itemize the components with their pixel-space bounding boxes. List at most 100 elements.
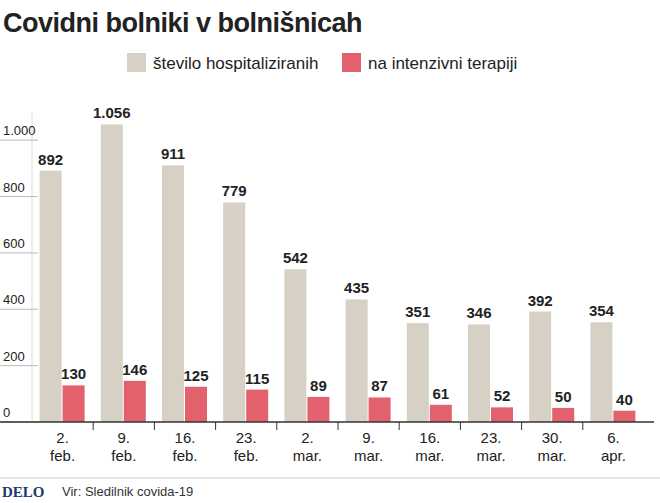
data-label: 61 [432, 385, 449, 402]
x-tick [93, 422, 94, 430]
x-tick-label: 2.feb. [50, 429, 75, 464]
x-tick-label: 23.mar. [476, 429, 505, 464]
x-tick [276, 422, 277, 430]
data-label: 1.056 [93, 104, 131, 121]
bar [307, 397, 329, 422]
legend-label: število hospitaliziranih [153, 54, 318, 73]
x-tick-label: 9.feb. [111, 429, 136, 464]
x-tick [154, 422, 155, 430]
data-label: 542 [283, 249, 308, 266]
bar [101, 124, 123, 422]
x-tick-label-line: feb. [172, 447, 197, 464]
x-tick-label-line: mar. [354, 447, 383, 464]
y-tick [0, 365, 38, 366]
data-label: 392 [528, 292, 553, 309]
bar [284, 269, 306, 422]
title: Covidni bolniki v bolnišnicah [3, 8, 362, 38]
bar [491, 407, 513, 422]
data-label: 146 [122, 361, 147, 378]
bar [407, 323, 429, 422]
bars [40, 124, 636, 422]
x-tick [460, 422, 461, 430]
data-label: 89 [310, 377, 327, 394]
x-tick-label-line: 9. [118, 429, 131, 446]
x-tick-label-line: 6. [607, 429, 620, 446]
x-tick-label-line: 30. [542, 429, 563, 446]
x-tick [338, 422, 339, 430]
x-tick [399, 422, 400, 430]
data-label: 351 [405, 303, 430, 320]
source: Vir: Sledilnik covida-19 [62, 484, 193, 499]
x-tick-label-line: 23. [236, 429, 257, 446]
data-label: 87 [371, 377, 388, 394]
bar [529, 312, 551, 422]
x-tick-label: 16.mar. [415, 429, 444, 464]
x-tick-label-line: feb. [234, 447, 259, 464]
y-tick-label: 1.000 [3, 123, 36, 138]
legend-swatch [127, 53, 146, 72]
y-tick-label: 800 [3, 180, 25, 195]
x-tick-label-line: 16. [419, 429, 440, 446]
x-tick-label-line: mar. [538, 447, 567, 464]
x-tick-label: 16.feb. [172, 429, 197, 464]
data-label: 346 [466, 304, 491, 321]
y-tick-label: 200 [3, 349, 25, 364]
baseline [0, 421, 654, 423]
data-label: 779 [222, 182, 247, 199]
bar [40, 171, 62, 422]
legend-label: na intenzivni terapiji [368, 54, 517, 73]
x-tick-label-line: mar. [293, 447, 322, 464]
data-label: 40 [616, 391, 633, 408]
logo: DELO [2, 484, 45, 500]
bar [346, 299, 368, 422]
x-tick-label-line: 2. [301, 429, 314, 446]
x-tick [215, 422, 216, 430]
x-tick-label-line: 23. [481, 429, 502, 446]
bar [162, 165, 184, 422]
x-tick-label-line: mar. [476, 447, 505, 464]
footer-rule [0, 478, 660, 479]
y-tick-label: 400 [3, 292, 25, 307]
bar [369, 397, 391, 422]
data-label: 911 [161, 145, 185, 162]
x-tick-label: 9.mar. [354, 429, 383, 464]
x-tick-label-line: feb. [50, 447, 75, 464]
data-label: 115 [245, 370, 269, 387]
data-label: 892 [38, 151, 63, 168]
x-tick [521, 422, 522, 430]
y-tick [0, 196, 38, 197]
bar [63, 385, 85, 422]
bar [613, 411, 635, 422]
y-axis [32, 112, 33, 422]
y-tick-label: 600 [3, 236, 25, 251]
data-label: 130 [61, 365, 86, 382]
data-label: 50 [555, 388, 572, 405]
bar [223, 202, 245, 422]
data-label: 52 [494, 387, 511, 404]
y-tick [0, 252, 38, 253]
chart: Covidni bolniki v bolnišnicah število hos… [0, 0, 660, 503]
x-tick-label-line: feb. [111, 447, 136, 464]
x-tick-label-line: apr. [601, 447, 626, 464]
data-label: 125 [183, 367, 208, 384]
x-tick-label: 23.feb. [234, 429, 259, 464]
bar [468, 324, 490, 422]
bar [590, 322, 612, 422]
bar [430, 405, 452, 422]
x-tick [582, 422, 583, 430]
data-label: 435 [344, 279, 369, 296]
x-tick-label: 2.mar. [293, 429, 322, 464]
x-tick-label: 30.mar. [538, 429, 567, 464]
bar [185, 387, 207, 422]
y-tick-label: 0 [3, 405, 10, 420]
bar [246, 390, 268, 422]
x-tick-label-line: 2. [56, 429, 69, 446]
bar [124, 381, 146, 422]
bar [552, 408, 574, 422]
data-label: 354 [589, 302, 615, 319]
x-tick-label: 6.apr. [601, 429, 626, 464]
y-tick [0, 309, 38, 310]
x-tick-label-line: 16. [175, 429, 196, 446]
y-tick [0, 140, 38, 141]
x-tick-label-line: 9. [362, 429, 375, 446]
